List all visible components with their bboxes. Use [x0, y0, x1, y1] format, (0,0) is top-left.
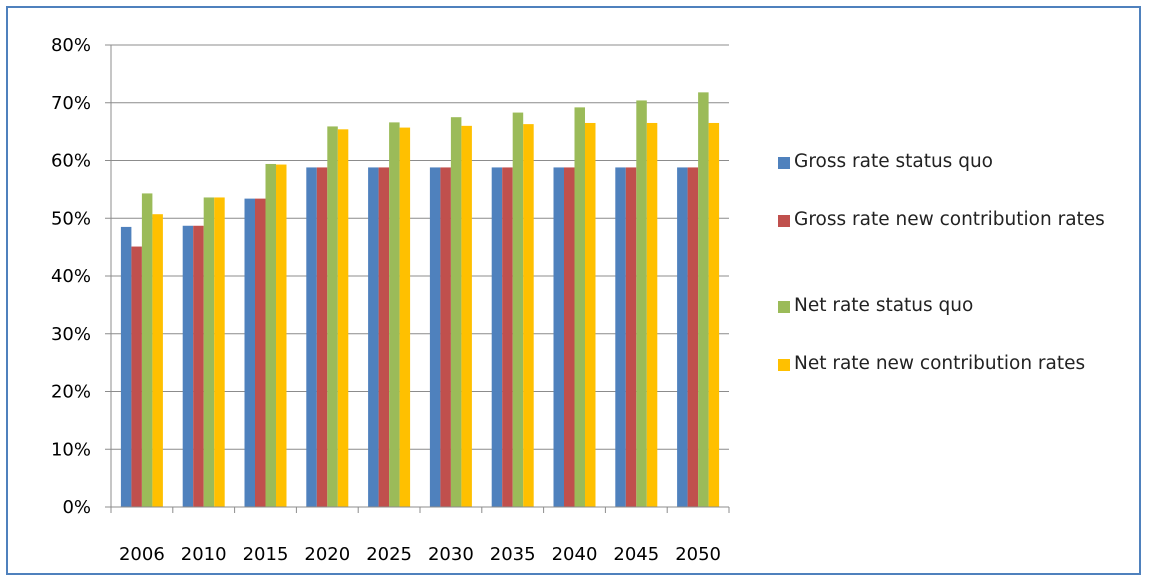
y-tick-label: 80%: [51, 35, 91, 56]
bar: [625, 167, 637, 507]
x-tick-label: 2006: [119, 544, 165, 565]
bar: [615, 167, 626, 507]
bar: [646, 122, 658, 508]
legend-swatch: [778, 301, 790, 313]
bar: [327, 126, 338, 508]
bar: [687, 167, 699, 507]
y-tick-label: 40%: [51, 266, 91, 287]
y-tick-label: 30%: [51, 324, 91, 345]
bar: [399, 127, 411, 508]
bar: [214, 197, 225, 507]
x-tick-label: 2035: [490, 544, 536, 565]
y-tick-label: 60%: [51, 151, 91, 172]
legend-label: Gross rate new contribution rates: [794, 209, 1105, 230]
legend: Gross rate status quo Gross rate new con…: [778, 148, 1148, 380]
bar: [337, 129, 349, 507]
bar: [512, 112, 524, 507]
x-tick-labels: 2006 2010 2015 2020 2025 2030 2035 2040 2045 2050: [119, 544, 721, 565]
x-tick-label: 2015: [243, 544, 289, 565]
bar: [141, 193, 153, 508]
bar: [636, 100, 647, 507]
bar: [564, 167, 575, 507]
bar: [255, 198, 266, 508]
y-tick-labels: 0% 10% 20% 30% 40% 50% 60% 70% 80%: [51, 35, 91, 518]
bar: [368, 167, 379, 507]
bar: [193, 225, 204, 507]
bar: [450, 117, 462, 507]
bar: [461, 125, 472, 507]
bar: [316, 167, 328, 507]
x-tick-label: 2050: [675, 544, 721, 565]
bar: [698, 92, 709, 507]
y-tick-label: 10%: [51, 439, 91, 460]
bar: [440, 167, 451, 507]
x-tick-label: 2020: [304, 544, 350, 565]
x-tick-label: 2025: [366, 544, 412, 565]
bar: [265, 163, 276, 507]
bar: [182, 225, 194, 507]
x-tick-label: 2010: [181, 544, 227, 565]
bar: [585, 122, 596, 508]
legend-swatch: [778, 157, 790, 169]
legend-item: Net rate status quo: [778, 292, 1148, 350]
bar: [276, 164, 287, 508]
axes: [105, 44, 730, 513]
legend-label: Net rate status quo: [794, 295, 974, 316]
bar: [502, 167, 513, 507]
legend-item: Net rate new contribution rates: [778, 350, 1148, 380]
bar: [120, 226, 132, 507]
legend-label: Gross rate status quo: [794, 151, 993, 172]
bar: [553, 167, 564, 507]
bar: [244, 198, 255, 508]
bar: [131, 246, 142, 508]
bar: [677, 167, 688, 507]
bar: [306, 167, 317, 507]
bar: [378, 167, 390, 507]
legend-item: Gross rate status quo: [778, 148, 1148, 206]
y-tick-label: 0%: [62, 497, 91, 518]
bar: [491, 167, 503, 507]
legend-label: Net rate new contribution rates: [794, 353, 1086, 374]
bar: [152, 214, 163, 507]
bar: [389, 122, 400, 507]
bar: [574, 107, 585, 508]
y-tick-label: 50%: [51, 208, 91, 229]
bar: [429, 167, 441, 507]
bar: [203, 197, 215, 507]
y-tick-label: 20%: [51, 382, 91, 403]
bars: [120, 92, 720, 508]
legend-item: Gross rate new contribution rates: [778, 206, 1124, 292]
x-tick-label: 2040: [552, 544, 598, 565]
y-tick-label: 70%: [51, 93, 91, 114]
bar: [708, 122, 720, 508]
legend-swatch: [778, 215, 790, 227]
bar: [523, 124, 534, 508]
x-tick-label: 2045: [613, 544, 659, 565]
legend-swatch: [778, 359, 790, 371]
x-tick-label: 2030: [428, 544, 474, 565]
